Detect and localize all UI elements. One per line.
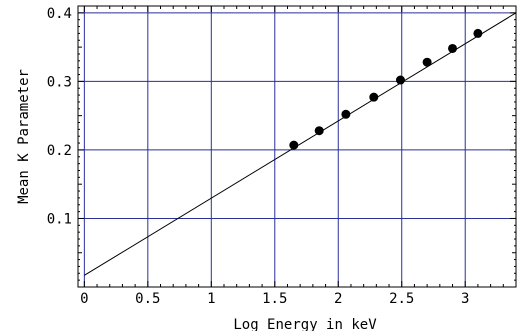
data-point xyxy=(448,43,458,53)
data-point xyxy=(473,28,483,38)
x-tick-label: 0.5 xyxy=(135,291,160,307)
y-tick-labels: 0.1 0.2 0.3 0.4 xyxy=(47,6,72,228)
x-tick-label: 0 xyxy=(80,291,88,307)
data-point xyxy=(289,140,299,150)
x-axis-title: Log Energy in keV xyxy=(233,317,377,331)
x-tick-labels: 0 0.5 1 1.5 2 2.5 3 xyxy=(80,291,469,307)
x-tick-label: 1.5 xyxy=(262,291,287,307)
data-point xyxy=(314,126,324,136)
y-axis-title: Mean K Parameter xyxy=(16,69,32,204)
y-tick-label: 0.2 xyxy=(47,143,72,159)
grid-lines xyxy=(78,6,516,287)
plot-frame xyxy=(77,5,517,288)
data-point xyxy=(369,92,379,102)
plot-border xyxy=(77,5,517,288)
fit-line xyxy=(84,12,517,276)
fit-line-group xyxy=(84,12,517,276)
data-point xyxy=(395,75,405,85)
x-tick-label: 2.5 xyxy=(389,291,414,307)
data-point xyxy=(341,109,351,119)
x-tick-label: 2 xyxy=(334,291,342,307)
x-tick-label: 3 xyxy=(461,291,469,307)
y-tick-label: 0.1 xyxy=(47,211,72,227)
x-tick-label: 1 xyxy=(207,291,215,307)
y-tick-label: 0.4 xyxy=(47,6,72,22)
y-tick-label: 0.3 xyxy=(47,74,72,90)
ticks xyxy=(78,6,516,287)
data-points xyxy=(289,28,483,150)
data-point xyxy=(422,57,432,67)
